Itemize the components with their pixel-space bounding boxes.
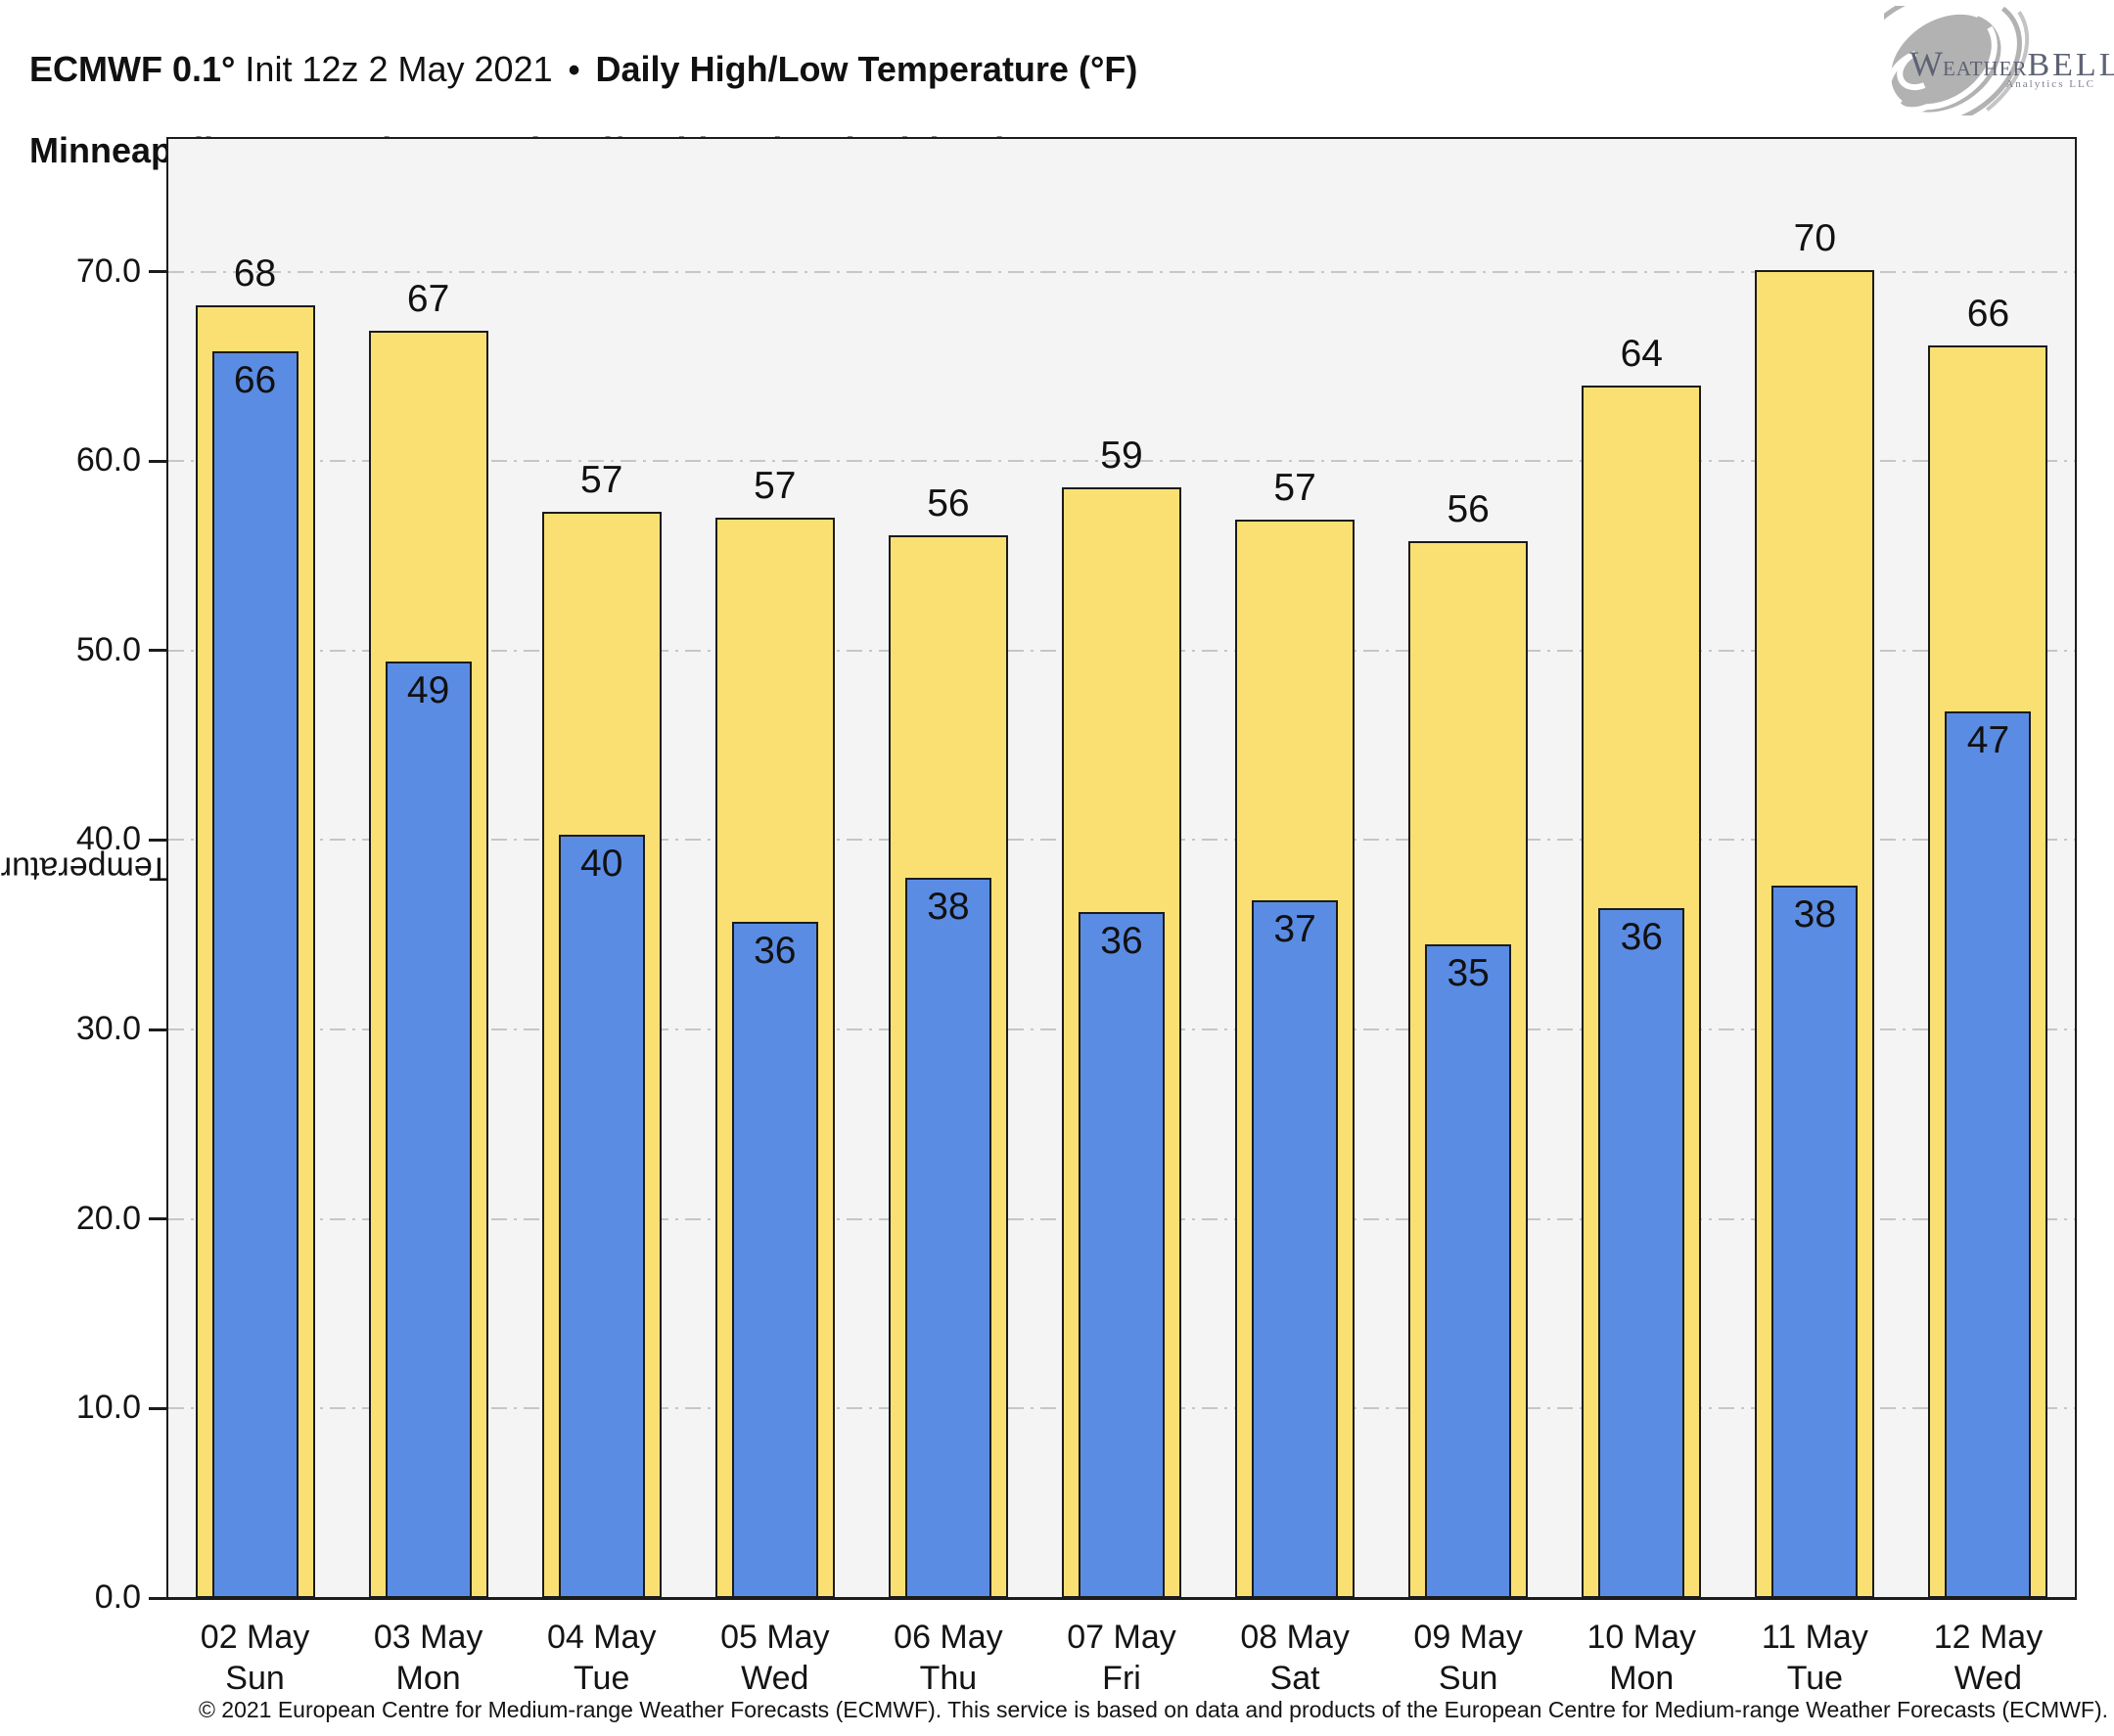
low-value-label: 37 xyxy=(1273,908,1316,951)
low-bar xyxy=(1425,943,1512,1598)
x-tick-weekday: Wed xyxy=(1953,1660,2023,1697)
x-tick-date: 02 May xyxy=(200,1619,310,1656)
high-value-label: 68 xyxy=(233,252,277,296)
x-tick-label: 11 May Tue xyxy=(1726,1617,1903,1699)
high-value-label: 70 xyxy=(1793,216,1837,259)
logo-w: W xyxy=(1909,44,1943,83)
x-axis-line xyxy=(166,1597,2077,1600)
y-tick-mark xyxy=(149,1217,166,1221)
x-tick-weekday: Thu xyxy=(919,1660,978,1697)
title-init: Init 12z 2 May 2021 xyxy=(235,49,563,89)
low-value-label: 36 xyxy=(754,929,797,972)
x-tick-label: 06 May Thu xyxy=(860,1617,1036,1699)
logo-wordmark: WEATHERBELL xyxy=(1909,43,2114,84)
x-tick-label: 12 May Wed xyxy=(1900,1617,2076,1699)
copyright-attribution: © 2021 European Centre for Medium-range … xyxy=(198,1697,2108,1722)
title-model: ECMWF 0.1° xyxy=(29,49,236,89)
x-tick-label: 04 May Tue xyxy=(514,1617,690,1699)
x-tick-date: 07 May xyxy=(1067,1619,1176,1656)
x-tick-label: 10 May Mon xyxy=(1553,1617,1729,1699)
y-tick-label: 0.0 xyxy=(94,1578,141,1616)
x-tick-weekday: Fri xyxy=(1102,1660,1141,1697)
x-tick-weekday: Mon xyxy=(395,1660,461,1697)
low-bar xyxy=(1771,885,1859,1598)
x-tick-date: 04 May xyxy=(546,1619,657,1656)
high-value-label: 57 xyxy=(580,459,623,502)
y-tick-label: 20.0 xyxy=(75,1199,141,1237)
low-bar xyxy=(1079,912,1165,1598)
y-tick-mark xyxy=(149,1406,166,1410)
x-tick-label: 09 May Sun xyxy=(1380,1617,1556,1699)
x-tick-date: 11 May xyxy=(1761,1619,1868,1656)
low-value-label: 66 xyxy=(233,358,277,401)
low-bar xyxy=(385,662,472,1598)
y-tick-label: 10.0 xyxy=(75,1389,141,1427)
x-tick-label: 02 May Sun xyxy=(167,1617,344,1699)
x-tick-label: 05 May Wed xyxy=(687,1617,863,1699)
low-bar xyxy=(1945,710,2032,1598)
gridline xyxy=(168,270,2075,273)
x-tick-weekday: Tue xyxy=(1786,1660,1844,1697)
hurricane-swirl-icon xyxy=(1884,6,2030,115)
x-tick-weekday: Sun xyxy=(225,1660,285,1697)
x-tick-weekday: Sun xyxy=(1438,1660,1498,1697)
y-tick-mark xyxy=(149,1596,166,1600)
title-variable: Daily High/Low Temperature (°F) xyxy=(585,49,1138,89)
low-value-label: 38 xyxy=(927,886,970,929)
x-tick-label: 08 May Sat xyxy=(1207,1617,1383,1699)
low-bar xyxy=(1252,900,1339,1598)
logo-eather: EATHER xyxy=(1942,57,2028,80)
y-tick-mark xyxy=(149,459,166,463)
low-value-label: 38 xyxy=(1793,892,1837,936)
x-tick-weekday: Mon xyxy=(1609,1660,1675,1697)
low-value-label: 36 xyxy=(1620,916,1663,959)
y-tick-label: 60.0 xyxy=(75,441,141,480)
x-tick-date: 12 May xyxy=(1933,1619,2044,1656)
x-tick-date: 06 May xyxy=(894,1619,1003,1656)
logo-bell: BELL xyxy=(2027,47,2114,83)
y-tick-mark xyxy=(149,838,166,842)
low-value-label: 35 xyxy=(1447,951,1490,994)
x-tick-date: 09 May xyxy=(1413,1619,1523,1656)
x-tick-weekday: Tue xyxy=(574,1660,630,1697)
low-value-label: 36 xyxy=(1100,920,1143,963)
low-value-label: 47 xyxy=(1966,718,2010,761)
low-bar xyxy=(1598,908,1685,1598)
gridline xyxy=(168,460,2075,463)
chart-title: ECMWF 0.1° Init 12z 2 May 2021 • Daily H… xyxy=(29,47,1589,93)
y-tick-label: 40.0 xyxy=(75,820,141,858)
low-bar xyxy=(558,834,645,1598)
x-tick-date: 10 May xyxy=(1586,1619,1697,1656)
logo-subtext: Analytics LLC xyxy=(2005,78,2095,90)
low-bar xyxy=(904,878,991,1598)
x-tick-date: 03 May xyxy=(373,1619,483,1656)
y-tick-mark xyxy=(149,649,166,653)
high-value-label: 56 xyxy=(1447,487,1490,530)
high-value-label: 66 xyxy=(1966,293,2010,336)
y-tick-mark xyxy=(149,1028,166,1031)
low-bar xyxy=(731,921,818,1598)
y-tick-label: 70.0 xyxy=(75,251,141,290)
high-value-label: 57 xyxy=(754,465,797,508)
low-bar xyxy=(211,350,299,1598)
title-separator: • xyxy=(568,52,580,89)
weatherbell-logo: WEATHERBELL Analytics LLC xyxy=(1884,6,2114,115)
y-tick-label: 50.0 xyxy=(75,630,141,668)
x-tick-weekday: Wed xyxy=(741,1660,809,1697)
x-tick-label: 03 May Mon xyxy=(341,1617,517,1699)
y-tick-mark xyxy=(149,270,166,274)
high-value-label: 67 xyxy=(406,277,450,320)
high-value-label: 56 xyxy=(927,481,970,525)
x-tick-label: 07 May Fri xyxy=(1034,1617,1210,1699)
high-value-label: 57 xyxy=(1273,467,1316,510)
x-tick-weekday: Sat xyxy=(1269,1660,1320,1697)
plot-area: 68 66 67 49 57 40 57 36 56 38 59 36 57 37 56 35 64 36 70 38… xyxy=(166,137,2077,1600)
high-value-label: 59 xyxy=(1100,434,1143,478)
low-value-label: 40 xyxy=(580,842,623,885)
x-tick-date: 05 May xyxy=(720,1619,830,1656)
y-tick-label: 30.0 xyxy=(75,1010,141,1048)
x-tick-date: 08 May xyxy=(1240,1619,1350,1656)
high-value-label: 64 xyxy=(1620,332,1663,375)
low-value-label: 49 xyxy=(406,669,450,712)
